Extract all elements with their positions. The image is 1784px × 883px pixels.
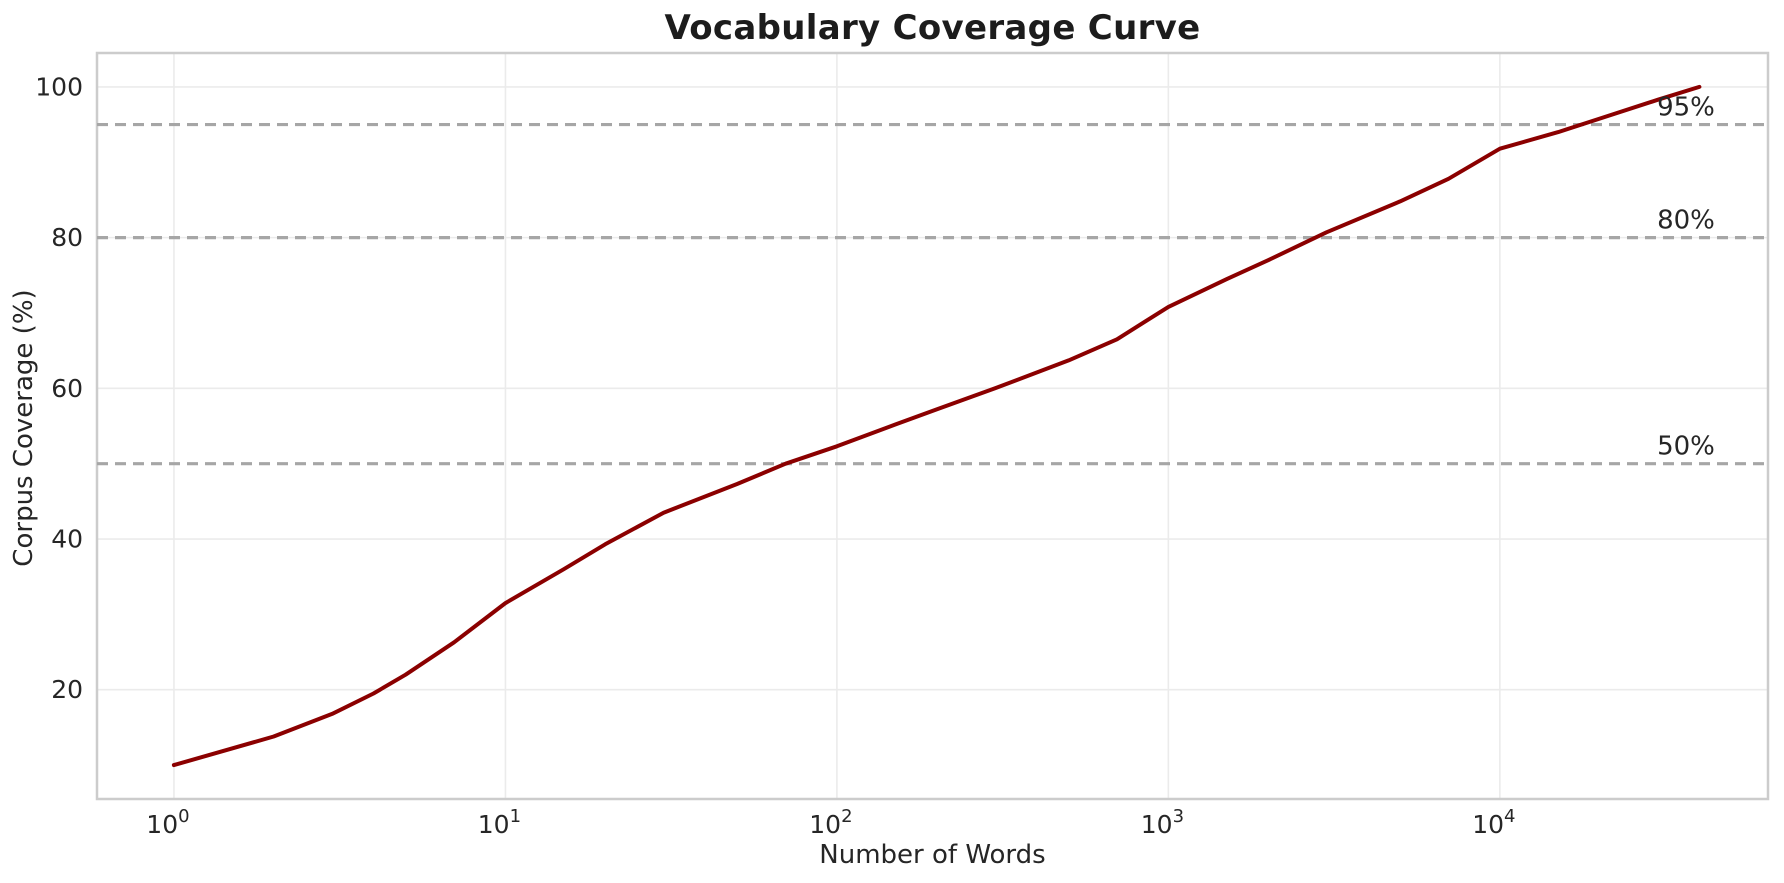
gridlines bbox=[97, 53, 1768, 799]
x-tick-label: 100 bbox=[146, 806, 189, 839]
chart-title: Vocabulary Coverage Curve bbox=[664, 8, 1201, 48]
x-axis-label: Number of Words bbox=[819, 840, 1046, 870]
threshold-label: 95% bbox=[1657, 93, 1715, 123]
y-tick-label: 20 bbox=[51, 675, 83, 704]
plot-spines bbox=[95, 51, 1770, 801]
x-tick-label: 103 bbox=[1141, 806, 1184, 839]
y-tick-label: 80 bbox=[51, 223, 83, 252]
threshold-label: 80% bbox=[1657, 206, 1715, 236]
x-tick-label: 102 bbox=[809, 806, 852, 839]
x-tick-label: 101 bbox=[478, 806, 521, 839]
y-tick-label: 100 bbox=[35, 72, 83, 101]
y-axis-label: Corpus Coverage (%) bbox=[9, 289, 39, 567]
coverage-curve bbox=[171, 84, 1702, 768]
threshold-label: 50% bbox=[1657, 432, 1715, 462]
x-tick-label: 104 bbox=[1472, 806, 1515, 839]
y-tick-label: 60 bbox=[51, 374, 83, 403]
y-tick-label: 40 bbox=[51, 525, 83, 554]
